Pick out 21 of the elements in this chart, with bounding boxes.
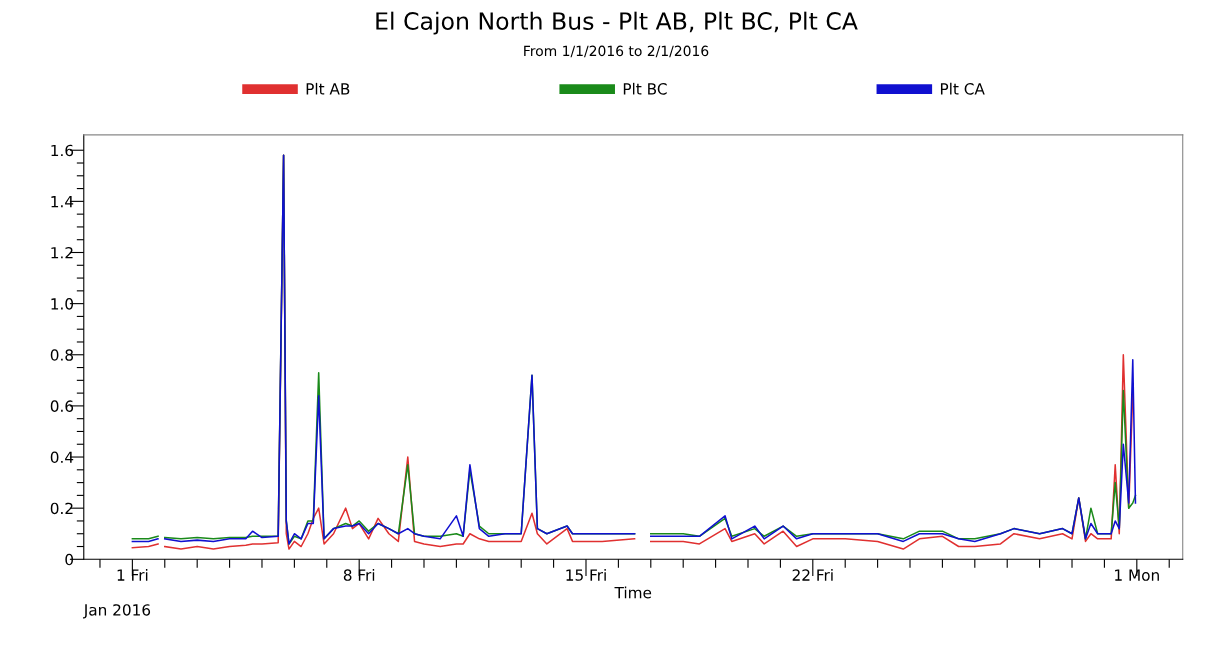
x-axis-title: Time (614, 586, 652, 599)
legend-label: Plt CA (940, 82, 985, 95)
x-tick-label: 1 Fri (117, 569, 148, 581)
y-tick-label: 0.8 (50, 349, 74, 361)
y-tick-label: 1.4 (51, 196, 74, 208)
y-tick-label: 0.6 (50, 400, 74, 412)
y-tick-label: 1.6 (51, 144, 74, 157)
x-tick-label: 15 Fri (566, 569, 606, 581)
x-tick-label: 1 Mon (1115, 569, 1159, 581)
text: Jan 2016 (82, 604, 151, 619)
y-tick-label: 1.2 (51, 246, 73, 259)
chart-subtitle: From 1/1/2016 to 2/1/2016 (524, 45, 709, 58)
y-tick-label: 0 (65, 553, 74, 566)
y-tick-label: 0.2 (50, 502, 73, 515)
y-tick-label: 1.0 (51, 298, 74, 310)
legend-label: Plt AB (306, 82, 350, 95)
y-tick-label: 0.4 (50, 451, 74, 464)
x-tick-label: 22 Fri (792, 569, 833, 581)
legend-label: Plt BC (623, 82, 667, 95)
chart-title: El Cajon North Bus - Plt AB, Plt BC, Plt CA (376, 11, 858, 35)
x-tick-label: 8 Fri (343, 569, 375, 581)
